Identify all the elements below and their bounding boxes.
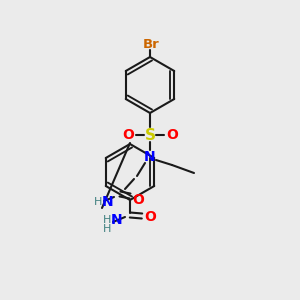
- Text: N: N: [144, 150, 156, 164]
- Text: Br: Br: [142, 38, 159, 52]
- Text: O: O: [132, 193, 144, 207]
- Text: H: H: [103, 215, 111, 225]
- Text: N: N: [111, 213, 123, 227]
- Text: H: H: [94, 197, 102, 207]
- Text: O: O: [166, 128, 178, 142]
- Text: N: N: [102, 195, 114, 209]
- Text: O: O: [144, 210, 156, 224]
- Text: S: S: [145, 128, 155, 142]
- Text: H: H: [103, 224, 111, 234]
- Text: O: O: [122, 128, 134, 142]
